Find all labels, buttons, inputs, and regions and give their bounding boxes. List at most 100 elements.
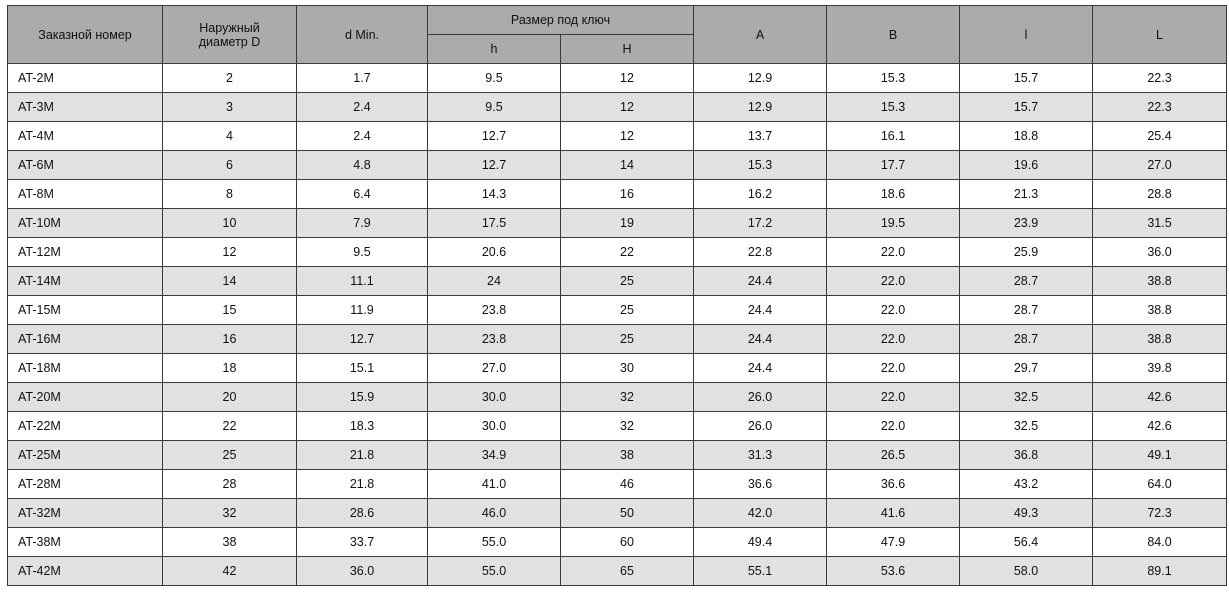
table-row: AT-16M 16 12.7 23.8 25 24.4 22.0 28.7 38.8 bbox=[7, 324, 1228, 354]
table-cell: AT-22M bbox=[7, 411, 163, 441]
table-cell: 21.8 bbox=[296, 440, 428, 470]
table-cell: 24.4 bbox=[693, 295, 828, 325]
header-order-number: Заказной номер bbox=[7, 5, 163, 64]
table-cell: 22.0 bbox=[826, 382, 961, 412]
table-cell: AT-12M bbox=[7, 237, 163, 267]
table-cell: 65 bbox=[559, 556, 695, 586]
table-row: AT-6M 6 4.8 12.7 14 15.3 17.7 19.6 27.0 bbox=[7, 150, 1228, 180]
table-cell: 43.2 bbox=[959, 469, 1094, 499]
header-outer-diameter: Наружный диаметр D bbox=[162, 5, 297, 64]
header-outer-diameter-label: Наружный диаметр D bbox=[198, 20, 261, 49]
table-cell: 46 bbox=[559, 469, 695, 499]
table-cell: 31.3 bbox=[693, 440, 828, 470]
table-cell: 22.3 bbox=[1092, 92, 1228, 122]
table-cell: 16.1 bbox=[826, 121, 961, 151]
table-cell: 32 bbox=[162, 498, 297, 528]
table-cell: 89.1 bbox=[1092, 556, 1228, 586]
table-row: AT-32M 32 28.6 46.0 50 42.0 41.6 49.3 72.3 bbox=[7, 498, 1228, 528]
table-cell: 49.3 bbox=[959, 498, 1094, 528]
table-cell: 19.6 bbox=[959, 150, 1094, 180]
table-cell: 11.9 bbox=[296, 295, 428, 325]
table-cell: AT-10M bbox=[7, 208, 163, 238]
table-cell: 56.4 bbox=[959, 527, 1094, 557]
table-cell: 26.5 bbox=[826, 440, 961, 470]
table-cell: 10 bbox=[162, 208, 297, 238]
header-a: A bbox=[693, 5, 828, 64]
table-cell: AT-6M bbox=[7, 150, 163, 180]
table-cell: 2.4 bbox=[296, 121, 428, 151]
table-cell: 36.0 bbox=[296, 556, 428, 586]
table-cell: 22.3 bbox=[1092, 63, 1228, 93]
table-cell: AT-3M bbox=[7, 92, 163, 122]
table-cell: 22 bbox=[162, 411, 297, 441]
table-cell: 47.9 bbox=[826, 527, 961, 557]
table-cell: 42 bbox=[162, 556, 297, 586]
table-cell: 19.5 bbox=[826, 208, 961, 238]
table-cell: 55.0 bbox=[427, 556, 561, 586]
table-cell: 64.0 bbox=[1092, 469, 1228, 499]
table-cell: 12 bbox=[162, 237, 297, 267]
table-cell: 38.8 bbox=[1092, 295, 1228, 325]
table-cell: 32 bbox=[559, 411, 695, 441]
table-cell: 26.0 bbox=[693, 382, 828, 412]
table-cell: 18.6 bbox=[826, 179, 961, 209]
table-cell: AT-42M bbox=[7, 556, 163, 586]
table-cell: 15 bbox=[162, 295, 297, 325]
table-cell: 12.9 bbox=[693, 63, 828, 93]
table-cell: 17.2 bbox=[693, 208, 828, 238]
table-cell: 16 bbox=[559, 179, 695, 209]
table-cell: 6 bbox=[162, 150, 297, 180]
table-cell: 72.3 bbox=[1092, 498, 1228, 528]
table-cell: 28.7 bbox=[959, 295, 1094, 325]
table-cell: 38.8 bbox=[1092, 266, 1228, 296]
table-cell: 22.0 bbox=[826, 324, 961, 354]
table-cell: 24.4 bbox=[693, 266, 828, 296]
table-row: AT-4M 4 2.4 12.7 12 13.7 16.1 18.8 25.4 bbox=[7, 121, 1228, 151]
table-row: AT-25M 25 21.8 34.9 38 31.3 26.5 36.8 49.1 bbox=[7, 440, 1228, 470]
table-cell: 12.7 bbox=[427, 121, 561, 151]
table-cell: 15.7 bbox=[959, 63, 1094, 93]
table-row: AT-42M 42 36.0 55.0 65 55.1 53.6 58.0 89.1 bbox=[7, 556, 1228, 586]
table-cell: 17.7 bbox=[826, 150, 961, 180]
table-cell: 3 bbox=[162, 92, 297, 122]
table-cell: 46.0 bbox=[427, 498, 561, 528]
table-cell: 2 bbox=[162, 63, 297, 93]
table-cell: AT-25M bbox=[7, 440, 163, 470]
table-cell: 32 bbox=[559, 382, 695, 412]
table-row: AT-8M 8 6.4 14.3 16 16.2 18.6 21.3 28.8 bbox=[7, 179, 1228, 209]
table-cell: 15.3 bbox=[826, 92, 961, 122]
table-cell: AT-20M bbox=[7, 382, 163, 412]
header-wrench-size: Размер под ключ bbox=[426, 5, 695, 35]
table-cell: 25 bbox=[162, 440, 297, 470]
table-cell: 28.8 bbox=[1092, 179, 1228, 209]
table-cell: 12.7 bbox=[296, 324, 428, 354]
table-cell: AT-2M bbox=[7, 63, 163, 93]
table-cell: AT-14M bbox=[7, 266, 163, 296]
table-cell: 12.7 bbox=[427, 150, 561, 180]
table-cell: 9.5 bbox=[296, 237, 428, 267]
table-cell: 30.0 bbox=[427, 382, 561, 412]
table-cell: 55.1 bbox=[693, 556, 828, 586]
table-cell: 21.8 bbox=[296, 469, 428, 499]
table-cell: AT-16M bbox=[7, 324, 163, 354]
table-cell: 38.8 bbox=[1092, 324, 1228, 354]
table-cell: 36.6 bbox=[693, 469, 828, 499]
table-cell: 58.0 bbox=[959, 556, 1094, 586]
table-cell: 24.4 bbox=[693, 324, 828, 354]
table-cell: 28.7 bbox=[959, 324, 1094, 354]
table-cell: 27.0 bbox=[1092, 150, 1228, 180]
table-cell: 24.4 bbox=[693, 353, 828, 383]
table-cell: 36.8 bbox=[959, 440, 1094, 470]
specifications-table: Заказной номер Наружный диаметр D d Min.… bbox=[7, 5, 1228, 586]
table-row: AT-18M 18 15.1 27.0 30 24.4 22.0 29.7 39.8 bbox=[7, 353, 1228, 383]
header-h-small: h bbox=[427, 34, 561, 64]
table-cell: 4 bbox=[162, 121, 297, 151]
table-cell: 16.2 bbox=[693, 179, 828, 209]
table-cell: 15.3 bbox=[826, 63, 961, 93]
table-row: AT-2M 2 1.7 9.5 12 12.9 15.3 15.7 22.3 bbox=[7, 63, 1228, 93]
table-cell: 15.9 bbox=[296, 382, 428, 412]
table-cell: 32.5 bbox=[959, 382, 1094, 412]
table-cell: 14.3 bbox=[427, 179, 561, 209]
table-cell: 49.4 bbox=[693, 527, 828, 557]
table-cell: 9.5 bbox=[427, 63, 561, 93]
